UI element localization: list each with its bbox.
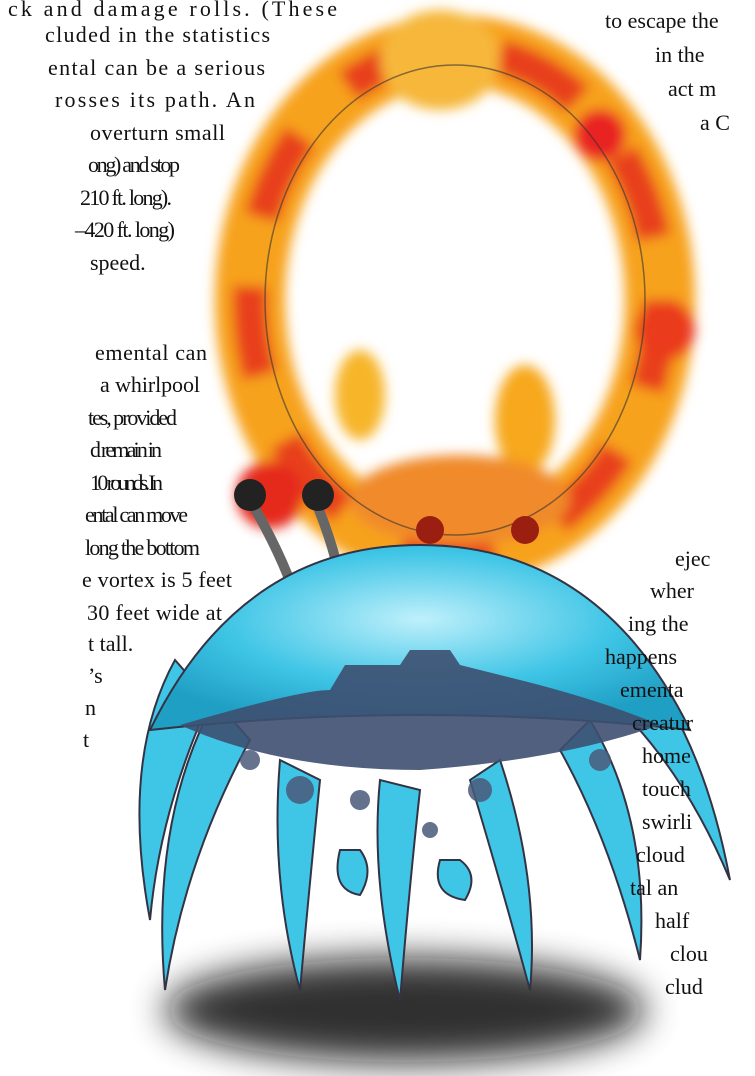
text-line: a whirlpool bbox=[100, 372, 200, 397]
text-line: cloud bbox=[636, 842, 685, 867]
text-line: speed. bbox=[90, 250, 146, 275]
text-line: ’s bbox=[88, 663, 103, 688]
illustration bbox=[138, 10, 731, 1062]
text-line: ental can move bbox=[85, 502, 188, 527]
text-line: creatur bbox=[632, 710, 694, 735]
text-line: ejec bbox=[675, 546, 711, 571]
text-line: ementa bbox=[620, 677, 684, 702]
text-line: t bbox=[83, 727, 89, 752]
text-line: a C bbox=[700, 110, 730, 135]
text-line: ong) and stop bbox=[88, 152, 180, 177]
text-line: clou bbox=[670, 941, 708, 966]
text-line: e vortex is 5 feet bbox=[82, 567, 232, 592]
text-line: d remain in bbox=[90, 437, 162, 462]
text-line: home bbox=[642, 743, 691, 768]
text-line: ing the bbox=[628, 611, 689, 636]
text-line: ck and damage rolls. (These bbox=[8, 0, 337, 21]
text-line: –420 ft. long) bbox=[74, 217, 175, 242]
text-line: long the bottom bbox=[85, 535, 200, 560]
text-line: tes, provided bbox=[88, 405, 177, 430]
text-line: tal an bbox=[630, 875, 678, 900]
text-line: in the bbox=[655, 42, 705, 67]
text-line: 10 rounds. In bbox=[90, 470, 163, 495]
text-line: 30 feet wide at bbox=[87, 600, 222, 625]
text-line: t tall. bbox=[88, 631, 133, 656]
text-line: rosses its path. An bbox=[55, 87, 255, 112]
text-line: wher bbox=[650, 578, 695, 603]
text-line: ental can be a serious bbox=[48, 55, 265, 80]
text-line: touch bbox=[642, 776, 691, 801]
text-line: happens bbox=[605, 644, 677, 669]
text-line: half bbox=[655, 908, 690, 933]
text-line: 210 ft. long). bbox=[80, 185, 172, 210]
text-line: overturn small bbox=[90, 120, 225, 145]
text-line: to escape the bbox=[605, 8, 719, 33]
text-line: cluded in the statistics bbox=[45, 22, 270, 47]
text-line: n bbox=[85, 695, 96, 720]
text-line: swirli bbox=[642, 809, 692, 834]
text-line: act m bbox=[668, 76, 716, 101]
text-line: clud bbox=[665, 974, 703, 999]
text-line: emental can bbox=[95, 340, 207, 365]
